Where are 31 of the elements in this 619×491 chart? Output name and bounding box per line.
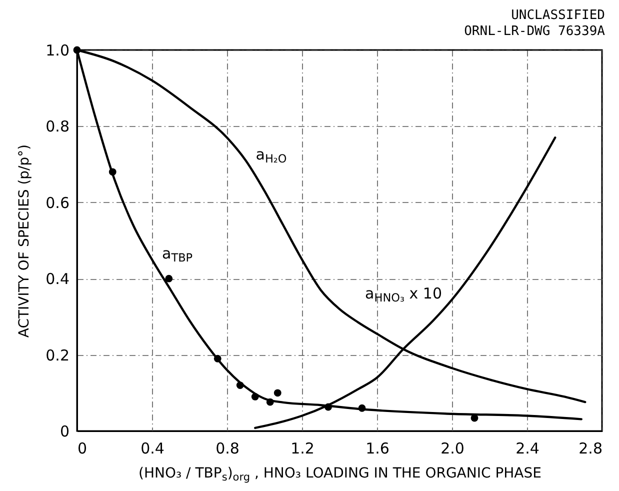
point [73,46,81,54]
text: UNCLASSIFIED [510,8,605,24]
x-tick-label: 2.0 [440,440,464,458]
point [214,354,222,362]
x-tick-label: 1.2 [290,440,314,458]
y-tick-label: 0 [60,422,70,440]
series-label: a$_{TBP}$ [162,244,193,265]
y-tick-label: 0.4 [46,270,70,288]
point [108,168,116,176]
x-tick-label: 0.8 [216,440,240,458]
point [236,382,244,389]
x-tick-label: 1.6 [366,440,390,458]
point [165,274,173,282]
x-axis-title: (HNO₃ / TBP$_{s}$)$_{org}$ , HNO₃ LOADING IN THE ORGANIC PHASE [138,466,542,484]
text: ORNL-LR-DWG 76339A [464,24,605,40]
x-tick-label: 0 [78,440,88,458]
point [358,404,366,412]
y-tick-label: 1.0 [46,42,70,60]
point [251,393,259,400]
series-label: a$_{HNO₃}$ x 10 [365,284,442,305]
y-axis-title: ACTIVITY OF SPECIES (p/p°) [16,144,33,338]
point [274,389,282,397]
x-tick-label: 2.4 [516,440,540,458]
y-tick-label: 0.8 [46,118,70,136]
y-tick-label: 0.2 [46,346,70,364]
y-tick-label: 0.6 [46,194,70,212]
series-label: a$_{H₂O}$ [256,145,287,166]
point [266,398,274,406]
x-tick-label: 2.8 [578,440,602,458]
point [324,403,332,411]
x-tick-label: 0.4 [140,440,164,458]
